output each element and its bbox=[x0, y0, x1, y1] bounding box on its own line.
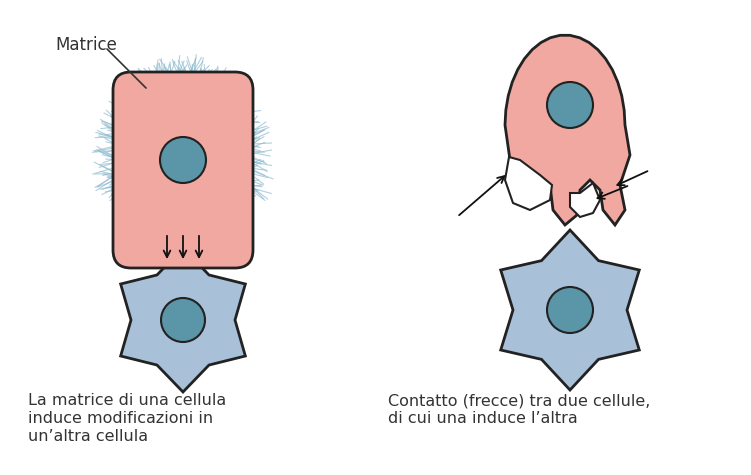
Polygon shape bbox=[505, 157, 552, 210]
FancyBboxPatch shape bbox=[113, 72, 253, 268]
Ellipse shape bbox=[160, 137, 206, 183]
Text: di cui una induce l’altra: di cui una induce l’altra bbox=[388, 411, 578, 426]
Ellipse shape bbox=[161, 298, 205, 342]
Text: Contatto (frecce) tra due cellule,: Contatto (frecce) tra due cellule, bbox=[388, 393, 650, 408]
Text: La matrice di una cellula: La matrice di una cellula bbox=[28, 393, 226, 408]
Polygon shape bbox=[570, 183, 600, 217]
Text: induce modificazioni in: induce modificazioni in bbox=[28, 411, 213, 426]
Ellipse shape bbox=[547, 287, 593, 333]
Polygon shape bbox=[501, 230, 639, 390]
Text: Matrice: Matrice bbox=[55, 36, 117, 54]
Text: un’altra cellula: un’altra cellula bbox=[28, 429, 148, 444]
Ellipse shape bbox=[547, 82, 593, 128]
Polygon shape bbox=[121, 248, 246, 392]
Polygon shape bbox=[505, 35, 630, 225]
